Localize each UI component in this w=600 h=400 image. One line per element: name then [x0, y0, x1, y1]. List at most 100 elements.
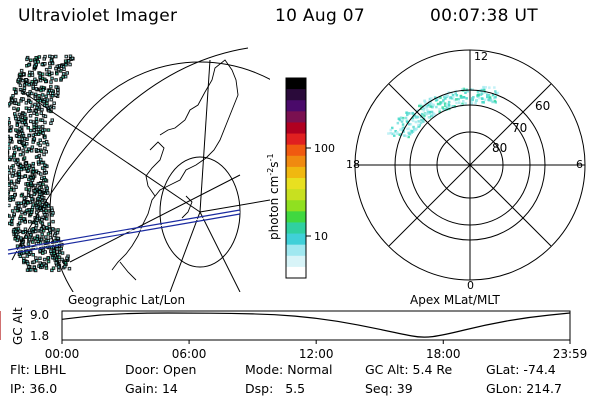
x-tick-label: 12:00: [299, 347, 334, 361]
aurora-pixel: [27, 73, 32, 78]
aurora-pixel: [401, 123, 405, 126]
aurora-pixel: [40, 161, 44, 165]
aurora-pixel: [19, 236, 23, 240]
aurora-pixel: [34, 62, 38, 67]
aurora-pixel: [443, 102, 447, 105]
aurora-pixel: [442, 95, 446, 99]
aurora-pixel: [406, 120, 409, 124]
aurora-pixel: [8, 117, 11, 121]
aurora-pixel: [9, 188, 13, 192]
mlt-label-18: 18: [346, 158, 360, 171]
aurora-pixel: [46, 238, 51, 243]
colorbar-step: [286, 166, 306, 179]
aurora-pixel: [487, 94, 491, 97]
aurora-pixel: [40, 118, 45, 122]
aurora-pixel: [462, 100, 465, 103]
aurora-pixel: [43, 114, 48, 119]
aurora-pixel: [33, 92, 38, 97]
x-tick-label: 00:00: [45, 347, 80, 361]
colorbar-step: [286, 100, 306, 112]
aurora-pixel: [54, 93, 58, 97]
aurora-pixel: [481, 101, 484, 104]
aurora-pixel: [15, 123, 19, 127]
aurora-pixel: [391, 126, 394, 130]
aurora-pixel: [428, 97, 432, 101]
colorbar-step: [286, 266, 306, 279]
aurora-pixel: [25, 137, 29, 141]
aurora-pixel: [63, 74, 68, 79]
apex-diagonal: [388, 83, 552, 247]
aurora-pixel: [35, 205, 39, 210]
aurora-pixel: [12, 154, 16, 158]
aurora-pixel: [8, 142, 11, 146]
aurora-pixel: [50, 61, 55, 66]
header-time: 00:07:38 UT: [430, 6, 538, 26]
aurora-pixel: [44, 94, 48, 99]
aurora-pixel: [31, 133, 35, 137]
aurora-pixel: [59, 246, 63, 251]
aurora-pixel: [20, 219, 24, 223]
aurora-pixel: [416, 109, 419, 112]
aurora-pixel: [40, 93, 45, 97]
aurora-pixel: [402, 130, 405, 133]
lat-label-70: 70: [512, 121, 527, 135]
aurora-pixel: [484, 86, 487, 89]
aurora-pixel: [17, 112, 22, 117]
aurora-pixel: [35, 120, 39, 124]
aurora-pixel: [29, 119, 33, 124]
aurora-pixel: [444, 97, 447, 100]
track-line: [7, 213, 241, 255]
aurora-pixel: [447, 105, 451, 108]
aurora-pixel: [39, 227, 44, 231]
aurora-pixel: [46, 259, 51, 264]
aurora-pixel: [451, 105, 454, 108]
aurora-pixel: [488, 86, 491, 89]
aurora-pixel: [417, 123, 420, 127]
aurora-pixel: [494, 90, 497, 93]
aurora-pixel: [33, 96, 38, 100]
aurora-pixel: [9, 128, 13, 133]
aurora-pixel: [50, 255, 55, 260]
aurora-pixel: [34, 155, 39, 159]
aurora-pixel: [491, 93, 495, 97]
aurora-pixel: [14, 116, 18, 121]
aurora-pixel: [458, 101, 461, 104]
aurora-pixel: [49, 88, 54, 93]
aurora-pixel: [56, 236, 60, 241]
aurora-pixel: [68, 62, 72, 67]
aurora-pixel: [478, 96, 481, 100]
aurora-pixel: [430, 110, 434, 114]
aurora-pixel: [25, 57, 29, 62]
aurora-pixel: [57, 67, 61, 72]
aurora-pixel: [63, 261, 68, 265]
aurora-pixel: [451, 94, 455, 97]
aurora-pixel: [50, 55, 54, 59]
aurora-pixel: [56, 265, 61, 269]
aurora-pixel: [51, 219, 55, 224]
aurora-pixel: [34, 130, 39, 134]
aurora-pixel: [26, 261, 30, 266]
aurora-pixel: [23, 145, 27, 149]
aurora-pixel: [29, 181, 33, 185]
aurora-pixel: [407, 127, 410, 130]
aurora-pixel: [65, 71, 69, 75]
aurora-pixel: [40, 263, 44, 268]
geo-meridian: [199, 211, 241, 292]
aurora-pixel: [8, 165, 9, 169]
aurora-pixel: [21, 97, 26, 101]
aurora-pixel: [427, 110, 430, 114]
track-line: [7, 209, 241, 251]
aurora-pixel: [23, 174, 27, 179]
aurora-pixel: [436, 97, 440, 100]
aurora-pixel: [36, 196, 40, 201]
aurora-pixel: [430, 102, 434, 106]
aurora-pixel: [39, 111, 43, 115]
track-line-core: [7, 211, 241, 253]
aurora-pixel: [445, 103, 449, 107]
aurora-pixel: [15, 238, 19, 243]
aurora-pixel: [12, 158, 17, 162]
aurora-pixel: [29, 210, 34, 214]
y-tick-label-9: 9.0: [30, 308, 49, 322]
aurora-pixel: [394, 130, 397, 133]
aurora-pixel: [34, 256, 38, 260]
